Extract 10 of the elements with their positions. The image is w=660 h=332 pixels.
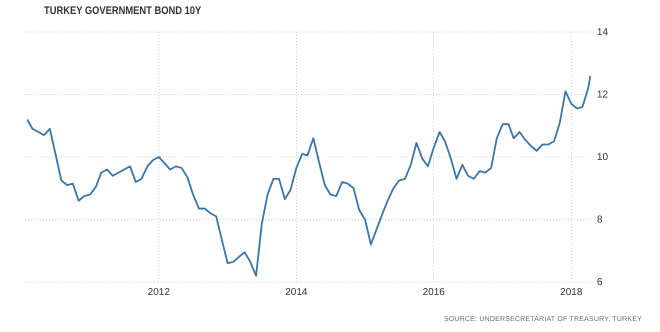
y-tick-label: 12 [596, 89, 608, 100]
x-tick-label: 2016 [422, 286, 446, 298]
y-tick-label: 6 [596, 276, 603, 288]
chart-title: TURKEY GOVERNMENT BOND 10Y [44, 5, 202, 17]
y-tick-label: 14 [596, 26, 608, 38]
x-tick-label: 2018 [560, 286, 583, 298]
y-tick-label: 8 [596, 214, 603, 226]
x-tick-label: 2014 [285, 286, 308, 298]
y-tick-label: 10 [596, 152, 608, 163]
x-tick-label: 2012 [148, 286, 170, 298]
